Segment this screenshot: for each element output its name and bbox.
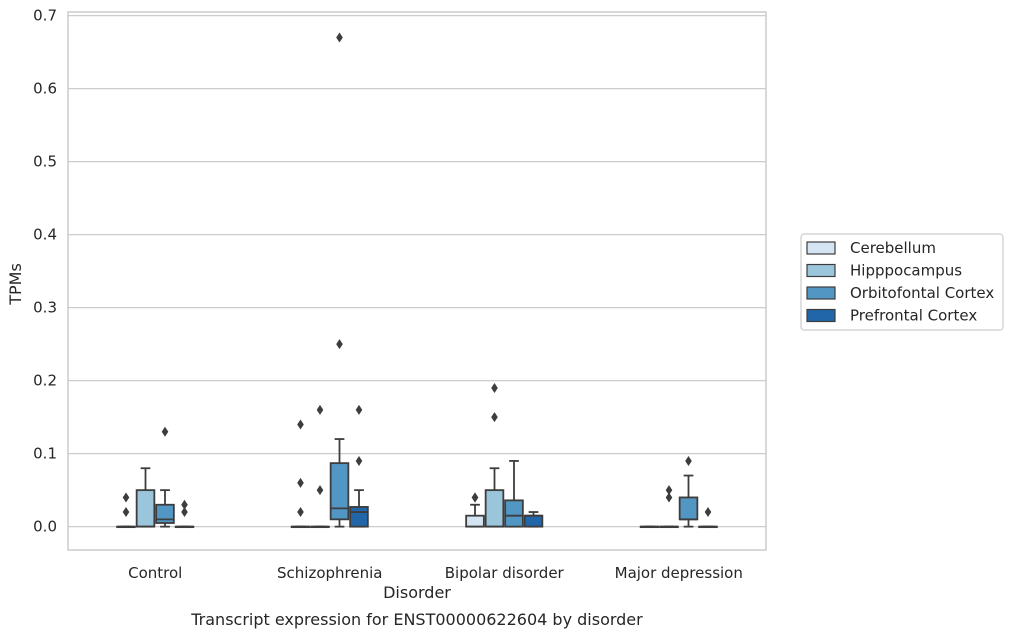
box	[504, 499, 524, 528]
outlier-point	[297, 477, 304, 488]
legend-label: Orbitofontal Cortex	[850, 284, 994, 302]
outlier-point	[685, 455, 692, 466]
y-axis-ticks: 0.0 0.1 0.2 0.3 0.4 0.5 0.6 0.7	[33, 7, 57, 536]
box-plot-group	[504, 460, 524, 528]
box-plot-group	[484, 382, 505, 528]
box-plot-group	[349, 404, 369, 528]
box-plot-group	[523, 511, 544, 528]
outlier-point	[491, 382, 498, 393]
y-tick-label: 0.6	[33, 80, 57, 98]
outlier-point	[355, 404, 363, 415]
legend-label: Hipppocampus	[850, 262, 962, 280]
box-plot-group	[174, 499, 195, 529]
box-plot-group	[698, 507, 718, 529]
outlier-point	[316, 404, 324, 415]
box	[155, 503, 175, 524]
legend-swatch	[806, 263, 836, 278]
plot-border	[67, 11, 767, 551]
box	[484, 489, 505, 528]
box	[349, 506, 369, 528]
y-tick-label: 0.7	[33, 7, 57, 25]
box-plot-series	[116, 32, 718, 529]
legend: Cerebellum Hipppocampus Orbitofontal Corte…	[800, 233, 1004, 331]
box-plot-group	[116, 492, 136, 529]
y-tick-label: 0.1	[33, 445, 57, 463]
y-tick-label: 0.5	[33, 153, 57, 171]
box-plot-group	[135, 467, 156, 528]
outlier-point	[297, 419, 304, 430]
outlier-point	[471, 492, 479, 503]
legend-swatch	[806, 308, 836, 323]
x-tick-label: Bipolar disorder	[445, 564, 565, 582]
outlier-point	[122, 507, 130, 518]
outlier-point	[704, 507, 712, 518]
outlier-point	[161, 426, 169, 437]
outlier-point	[297, 507, 304, 518]
x-tick-label: Major depression	[615, 564, 743, 582]
y-tick-label: 0.3	[33, 299, 57, 317]
outlier-point	[665, 492, 673, 503]
plot-frame	[67, 11, 767, 551]
box-plot-group	[465, 492, 485, 528]
outlier-point	[665, 485, 673, 496]
legend-swatch	[806, 286, 836, 300]
box-plot-group	[639, 525, 660, 529]
x-tick-label: Control	[128, 564, 182, 582]
legend-label: Cerebellum	[850, 239, 936, 257]
x-tick-label: Schizophrenia	[277, 564, 382, 582]
y-tick-label: 0.4	[33, 226, 57, 244]
box-plot-group	[290, 419, 311, 529]
chart-caption: Transcript expression for ENST0000062260…	[190, 610, 643, 629]
box-plot-group	[155, 426, 175, 528]
box	[465, 514, 485, 528]
outlier-point	[491, 412, 498, 423]
y-tick-label: 0.2	[33, 372, 57, 390]
x-axis-ticks: Control Schizophrenia Bipolar disorder Majo…	[128, 564, 743, 582]
legend-frame	[800, 233, 1004, 331]
box	[523, 514, 544, 528]
outlier-point	[122, 492, 130, 503]
grid	[68, 15, 766, 528]
y-tick-label: 0.0	[33, 518, 57, 536]
outlier-point	[181, 507, 188, 518]
box-plot-group	[659, 485, 679, 529]
outlier-point	[316, 485, 324, 496]
box-plot-group	[310, 404, 330, 529]
box-plot-group	[329, 32, 350, 528]
legend-label: Prefrontal Cortex	[850, 307, 977, 325]
box-plot-group	[678, 455, 699, 528]
outlier-point	[336, 32, 343, 43]
outlier-point	[336, 339, 343, 350]
box	[329, 462, 350, 521]
outlier-point	[355, 455, 363, 466]
outlier-point	[181, 499, 188, 510]
box	[135, 489, 156, 528]
x-axis-title: Disorder	[383, 583, 451, 602]
box	[678, 496, 699, 521]
legend-swatch	[806, 241, 836, 255]
y-axis-title: TPMs	[6, 263, 25, 306]
